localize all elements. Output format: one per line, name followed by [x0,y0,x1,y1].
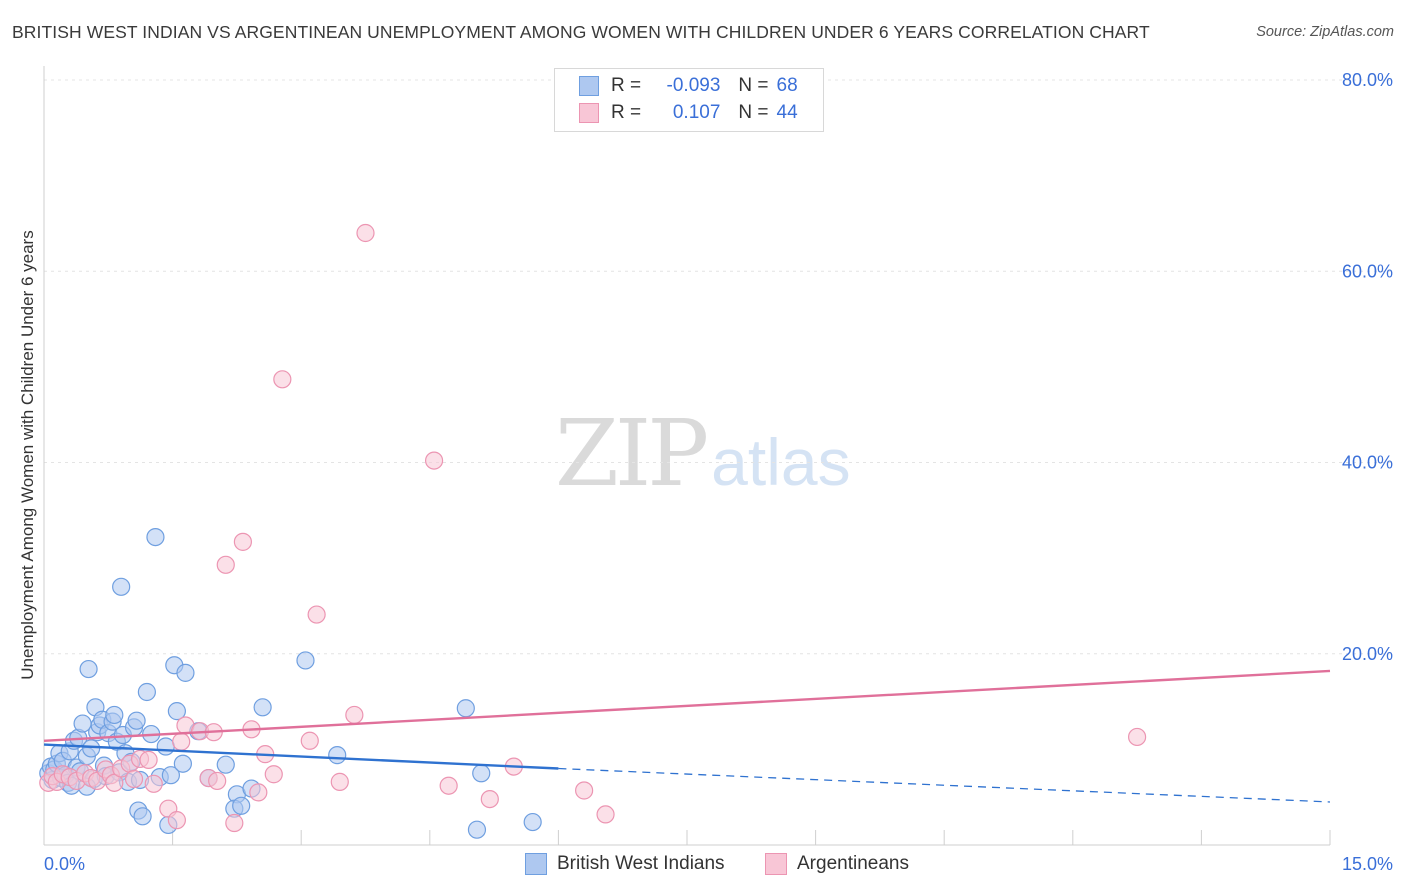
point-british-west-indians [523,812,542,832]
watermark: ZIPatlas [555,400,851,507]
point-british-west-indians [112,577,131,596]
point-argentineans [273,370,292,389]
stats-swatch-blue [579,76,599,96]
point-argentineans [356,223,375,243]
stats-n-label: N = [738,102,769,123]
point-argentineans [249,783,268,802]
point-argentineans [480,789,499,809]
point-british-west-indians [176,663,195,682]
point-argentineans [233,532,253,551]
point-argentineans [264,765,283,784]
legend-item-argentineans: Argentineans [765,852,909,876]
y-tick-label: 60.0% [1342,261,1393,281]
point-argentineans [300,731,319,750]
point-british-west-indians [127,711,146,730]
point-british-west-indians [456,699,475,718]
point-british-west-indians [328,746,347,765]
stats-n-value: 68 [776,75,798,96]
y-tick-label: 40.0% [1342,453,1393,473]
point-british-west-indians [167,702,186,721]
point-british-west-indians [253,698,272,717]
stats-row-argentineans: R = 0.107 N = 44 [579,101,798,125]
point-british-west-indians [232,796,251,815]
point-argentineans [596,805,615,824]
trendline-british-west-indians [43,743,559,770]
chart-title: BRITISH WEST INDIAN VS ARGENTINEAN UNEMP… [12,22,1150,42]
point-british-west-indians [216,755,235,774]
legend-swatch-pink [765,853,787,875]
point-argentineans [345,705,364,725]
point-british-west-indians [296,651,315,670]
point-argentineans [124,769,144,789]
point-argentineans [439,776,458,795]
point-british-west-indians [146,527,165,547]
point-argentineans [575,781,594,800]
point-british-west-indians [82,739,101,758]
point-british-west-indians [156,737,175,756]
point-argentineans [172,732,191,751]
point-argentineans [208,771,227,791]
point-british-west-indians [472,764,491,783]
y-tick-label: 80.0% [1342,70,1393,90]
stats-n-value: 44 [776,102,798,123]
stats-row-british-west-indians: R = -0.093 N = 68 [579,74,798,98]
y-tick-label: 20.0% [1342,644,1393,664]
legend-swatch-blue [525,853,547,875]
point-british-west-indians [173,754,192,773]
x-tick-label: 15.0% [1342,854,1393,874]
legend-label: Argentineans [797,853,909,874]
legend-label: British West Indians [557,853,725,874]
watermark-zip: ZIP [555,400,709,507]
legend-item-british-west-indians: British West Indians [525,852,725,876]
trendline-british-west-indians-extension [558,767,1331,803]
chart-source: Source: ZipAtlas.com [1256,24,1394,40]
point-argentineans [139,750,158,769]
stats-r-label: R = [611,75,642,96]
point-argentineans [144,774,163,793]
point-argentineans [216,555,235,574]
point-argentineans [167,811,186,830]
point-british-west-indians [161,766,180,785]
stats-n-label: N = [738,75,769,96]
point-argentineans [1127,727,1147,747]
x-tick-label: 0.0% [44,854,85,874]
trendline-argentineans [43,669,1331,742]
point-argentineans [225,813,244,833]
stats-r-value: 0.107 [672,102,721,123]
point-british-west-indians [133,807,152,826]
point-argentineans [307,605,326,624]
point-british-west-indians [467,820,487,839]
point-argentineans [330,772,349,791]
point-british-west-indians [137,682,156,702]
stats-r-value: -0.093 [666,75,721,96]
point-argentineans [424,451,444,470]
stats-swatch-pink [579,103,599,123]
point-british-west-indians [105,705,124,725]
stats-r-label: R = [611,102,642,123]
point-british-west-indians [79,659,98,679]
stats-box: R = -0.093 N = 68 R = 0.107 N = 44 [554,68,824,132]
